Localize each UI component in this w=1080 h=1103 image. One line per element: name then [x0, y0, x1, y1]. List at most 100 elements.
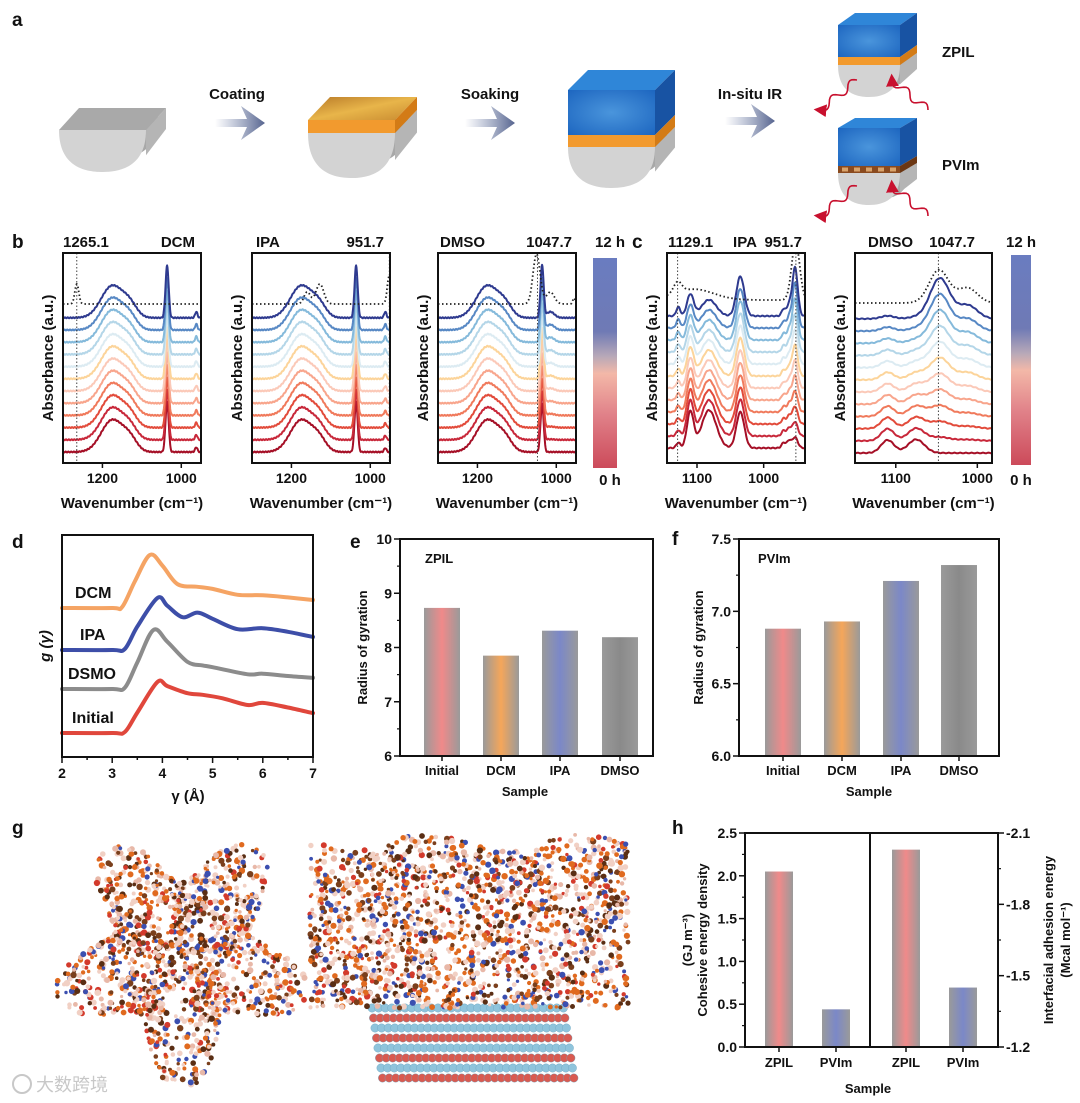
y-tick-label: 6 [384, 748, 392, 764]
atom [127, 865, 133, 870]
atom [482, 889, 486, 894]
atom [182, 997, 189, 1004]
spectrum-curve-8 [438, 302, 576, 356]
atom [608, 918, 615, 925]
atom [445, 886, 449, 891]
atom [140, 940, 146, 946]
y-axis-label: g (γ) [37, 630, 54, 663]
ir-beam-arrow-icon [813, 78, 858, 118]
atom [158, 974, 163, 979]
atom [391, 870, 396, 875]
atom [349, 880, 357, 888]
atom [81, 965, 86, 969]
atom [227, 963, 231, 967]
atom [339, 996, 344, 1002]
atom [394, 998, 400, 1005]
atom [215, 924, 221, 930]
atom [173, 892, 177, 896]
atom [326, 928, 332, 934]
atom [93, 879, 100, 887]
atom [565, 888, 570, 894]
atom [387, 858, 392, 863]
atom [111, 908, 116, 913]
atom [370, 956, 375, 961]
atom [505, 898, 510, 903]
atom [498, 953, 503, 959]
atom [527, 923, 532, 929]
substrate-shape [568, 147, 655, 188]
x-tick-label: ZPIL [765, 1055, 793, 1070]
atom [560, 855, 567, 863]
atom [499, 848, 506, 855]
atom [387, 970, 393, 977]
atom [320, 1000, 324, 1005]
atom [137, 1003, 141, 1008]
x-tick-label: ZPIL [892, 1055, 920, 1070]
spectrum-curve-0 [252, 400, 390, 454]
atom [136, 883, 143, 890]
orange-layer-side [900, 45, 917, 65]
atom [67, 1005, 72, 1010]
atom [622, 969, 627, 974]
atom [213, 1021, 218, 1026]
atom [132, 985, 137, 990]
atom [345, 955, 350, 960]
atom [163, 1052, 168, 1057]
atom [337, 924, 344, 931]
atom [419, 833, 425, 839]
atom [234, 965, 239, 970]
atom [552, 950, 559, 957]
atom [394, 875, 399, 880]
atom [411, 960, 417, 966]
spectrum-curve-10 [667, 281, 805, 330]
atom [427, 874, 432, 880]
atom [293, 973, 297, 978]
atom [543, 846, 549, 852]
atom [203, 866, 207, 871]
atom [335, 881, 342, 888]
atom [475, 924, 482, 931]
header-label-center: IPA [733, 234, 757, 251]
atom [544, 980, 550, 986]
atom [183, 925, 188, 930]
atom [612, 989, 617, 994]
atom [494, 898, 499, 902]
atom [496, 879, 503, 886]
atom [555, 982, 560, 987]
atom [400, 924, 405, 930]
atom [123, 989, 128, 994]
atom [199, 936, 204, 941]
atom [204, 1031, 210, 1036]
atom [520, 965, 524, 969]
atom [604, 959, 611, 966]
atom [353, 963, 358, 968]
atom [421, 986, 429, 993]
atom [282, 979, 289, 986]
atom [425, 893, 429, 897]
atom [614, 852, 619, 857]
atom [107, 999, 114, 1006]
spectrum-curve-10 [63, 277, 201, 332]
atom [322, 847, 327, 853]
y-tick-label: -1.5 [1006, 968, 1030, 984]
spectrum-curve-1 [252, 388, 390, 442]
atom [208, 878, 212, 882]
atom [282, 957, 287, 961]
atom [456, 998, 461, 1003]
atom [64, 990, 68, 995]
atom [415, 990, 422, 996]
atom [424, 951, 431, 958]
atom [263, 1008, 269, 1014]
atom [400, 947, 405, 953]
atom [104, 888, 110, 894]
atom [176, 1062, 180, 1066]
atom [583, 869, 589, 874]
atom [449, 837, 456, 845]
atom [443, 889, 450, 895]
atom [495, 997, 500, 1002]
atom [216, 977, 220, 981]
y-tick-label: -1.2 [1006, 1039, 1030, 1055]
atom [184, 916, 191, 923]
atom [206, 1061, 211, 1066]
